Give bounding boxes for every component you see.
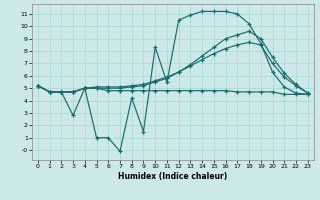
X-axis label: Humidex (Indice chaleur): Humidex (Indice chaleur) [118,172,228,181]
